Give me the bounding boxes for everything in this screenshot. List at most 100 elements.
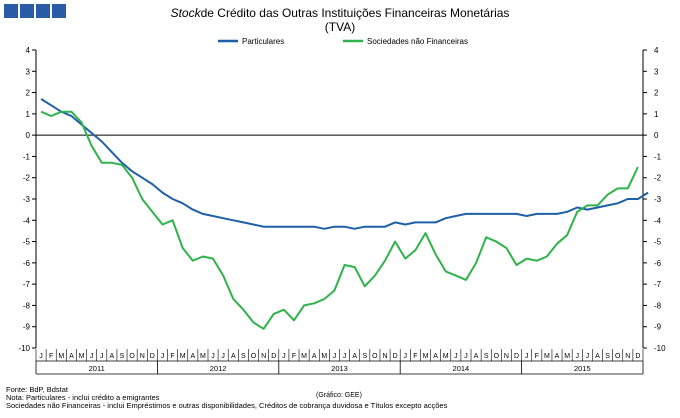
y-tick-label-left: 2 [26,89,31,98]
y-tick-label-left: -9 [23,323,31,332]
x-tick-label: M [423,353,429,360]
x-tick-label: J [282,353,286,360]
x-tick-label: O [615,353,621,360]
legend-label-2: Sociedades não Financeiras [367,37,468,46]
year-label: 2013 [331,364,348,373]
x-tick-label: J [333,353,337,360]
series-line-1 [40,98,649,230]
x-tick-label: M [301,353,307,360]
year-label: 2014 [453,364,470,373]
x-tick-label: J [404,353,408,360]
logo-block-2 [20,4,34,18]
chart-title-italic: Stock [170,6,201,20]
x-tick-label: J [464,353,468,360]
x-tick-label: A [69,353,74,360]
logo-block-1 [4,4,18,18]
x-tick-label: A [352,353,357,360]
x-tick-label: N [625,353,630,360]
x-tick-label: A [595,353,600,360]
y-tick-label-right: -5 [654,238,662,247]
x-tick-label: A [433,353,438,360]
y-tick-label-left: -1 [23,152,31,161]
y-tick-label-right: -2 [654,174,662,183]
x-tick-label: O [129,353,135,360]
x-tick-label: F [535,353,539,360]
y-tick-label-right: -1 [654,152,662,161]
y-tick-label-left: -8 [23,301,31,310]
x-tick-label: M [564,353,570,360]
x-tick-label: S [605,353,610,360]
y-tick-label-right: 0 [654,131,659,140]
x-tick-label: M [200,353,206,360]
series-line-2 [40,110,639,330]
y-tick-label-left: -10 [18,344,30,353]
x-tick-label: J [575,353,579,360]
x-tick-label: D [514,353,519,360]
x-tick-label: F [413,353,417,360]
y-tick-label-right: -3 [654,195,662,204]
logo-block-4 [52,4,66,18]
x-tick-label: J [90,353,94,360]
chart-title-line2: (TVA) [324,20,356,34]
x-tick-label: J [161,353,165,360]
x-tick-label: M [58,353,64,360]
x-tick-label: M [544,353,550,360]
y-tick-label-right: 1 [654,110,659,119]
y-tick-label-left: 4 [26,46,31,55]
x-tick-label: J [586,353,590,360]
x-tick-label: S [120,353,125,360]
x-tick-label: N [382,353,387,360]
x-tick-label: J [454,353,458,360]
y-tick-label-left: -3 [23,195,31,204]
x-tick-label: A [555,353,560,360]
y-tick-label-left: 1 [26,110,31,119]
x-tick-label: J [211,353,215,360]
x-tick-label: N [261,353,266,360]
x-tick-label: F [170,353,174,360]
y-tick-label-left: -5 [23,238,31,247]
x-tick-label: J [221,353,225,360]
year-label: 2015 [574,364,591,373]
x-tick-label: F [292,353,296,360]
x-tick-label: J [525,353,529,360]
year-label: 2011 [89,364,105,373]
legend-label-1: Particulares [242,37,284,46]
x-tick-label: S [362,353,367,360]
x-tick-label: M [79,353,85,360]
x-tick-label: S [484,353,489,360]
x-tick-label: N [504,353,509,360]
x-tick-label: D [150,353,155,360]
y-tick-label-left: -2 [23,174,31,183]
x-tick-label: A [110,353,115,360]
logo-block-3 [36,4,50,18]
chart-title-rest: de Crédito das Outras Instituições Finan… [200,6,510,20]
y-tick-label-left: -4 [23,216,31,225]
chart-credit: (Gráfico: GEE) [316,392,362,399]
x-tick-label: A [190,353,195,360]
x-tick-label: O [494,353,500,360]
x-tick-label: O [372,353,378,360]
x-tick-label: M [321,353,327,360]
x-tick-label: D [635,353,640,360]
y-tick-label-right: -7 [654,280,662,289]
y-tick-label-left: 3 [26,67,31,76]
y-tick-label-right: -8 [654,301,662,310]
x-tick-label: D [271,353,276,360]
x-tick-label: S [241,353,246,360]
year-label: 2012 [210,364,227,373]
x-tick-label: J [39,353,43,360]
x-tick-label: A [474,353,479,360]
x-tick-label: J [100,353,104,360]
x-tick-label: M [443,353,449,360]
x-tick-label: N [140,353,145,360]
chart-title: Stockde Crédito das Outras Instituições … [0,6,680,34]
x-tick-label: F [49,353,53,360]
source-note: Fonte: BdP, Bdstat [6,385,68,394]
x-tick-label: J [343,353,347,360]
y-tick-label-right: -9 [654,323,662,332]
y-tick-label-right: -6 [654,259,662,268]
x-tick-label: D [393,353,398,360]
y-tick-label-left: 0 [26,131,31,140]
y-tick-label-right: 4 [654,46,659,55]
